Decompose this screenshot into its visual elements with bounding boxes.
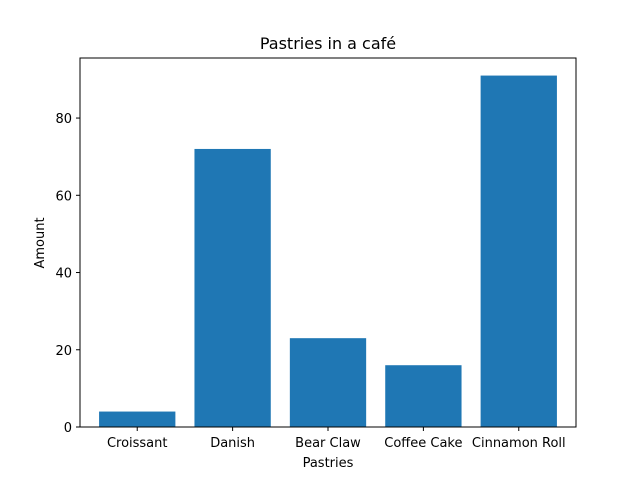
x-tick-label-danish: Danish: [210, 436, 255, 451]
y-axis-label: Amount: [33, 217, 48, 268]
bar-danish: [194, 148, 271, 427]
y-tick-label: 0: [64, 421, 72, 436]
bar-coffee-cake: [385, 365, 462, 427]
x-tick-label-bear-claw: Bear Claw: [295, 436, 361, 451]
chart-title: Pastries in a café: [260, 34, 396, 53]
bar-cinnamon-roll: [480, 75, 557, 428]
y-tick-label: 40: [55, 267, 72, 282]
bar-croissant: [99, 411, 176, 427]
y-tick-label: 60: [55, 189, 72, 204]
bar-bear-claw: [289, 338, 367, 427]
y-tick-label: 80: [55, 112, 72, 127]
y-axis-ticks: 0 20 40 60 80: [55, 112, 80, 436]
x-axis-label: Pastries: [303, 456, 354, 471]
x-tick-label-cinnamon-roll: Cinnamon Roll: [472, 436, 566, 451]
bars-group: [99, 75, 557, 428]
x-tick-label-croissant: Croissant: [107, 436, 168, 451]
x-axis-ticks: Croissant Danish Bear Claw Coffee Cake Cinna…: [107, 427, 566, 451]
x-tick-label-coffee-cake: Coffee Cake: [384, 436, 462, 451]
plot-frame: [79, 57, 577, 428]
y-tick-label: 20: [55, 344, 72, 359]
